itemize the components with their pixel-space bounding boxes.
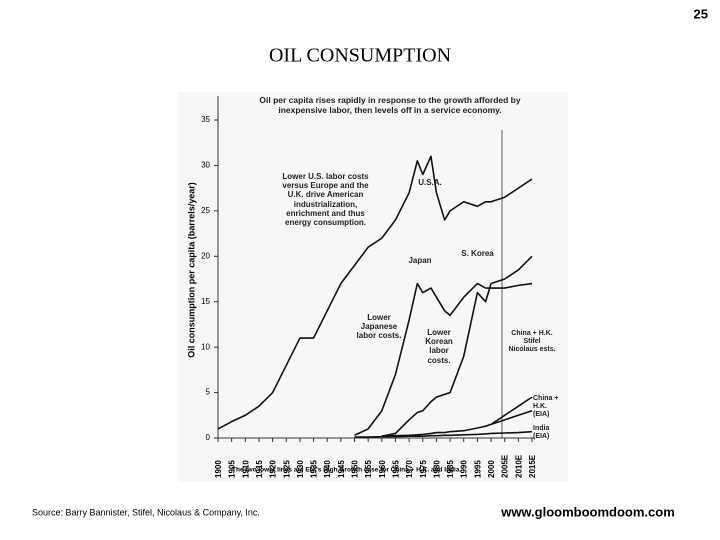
website: www.gloomboomdoom.com <box>500 504 675 519</box>
x-tick-label: 1940 <box>323 460 332 478</box>
x-tick-label: 1905 <box>228 460 237 478</box>
series-line <box>354 430 533 438</box>
y-tick-label: 25 <box>201 206 210 215</box>
slide-title: OIL CONSUMPTION <box>269 45 451 67</box>
series-label: China + H.K. Stifel Nicolaus ests. <box>508 330 556 354</box>
series-line <box>381 255 533 437</box>
series-label: India (EIA) <box>533 425 550 441</box>
x-tick-label: 1955 <box>364 460 373 478</box>
y-tick-label: 20 <box>201 251 210 260</box>
x-tick-label: 2010E <box>514 454 523 478</box>
series-label: China + H.K. (EIA) <box>533 395 559 419</box>
annotation: Lower Japanese labor costs. <box>356 313 402 341</box>
x-tick-label: 1990 <box>460 460 469 478</box>
series-line <box>354 282 533 436</box>
x-tick-label: 1975 <box>419 460 428 478</box>
series-line <box>217 155 533 430</box>
x-tick-label: 1970 <box>405 460 414 478</box>
page-number: 25 <box>694 6 708 21</box>
x-tick-label: 1930 <box>296 460 305 478</box>
x-tick-label: 1915 <box>255 460 264 478</box>
series-line <box>490 396 533 426</box>
annotation: Lower U.S. labor costs versus Europe and… <box>282 172 369 227</box>
x-tick-label: 1965 <box>391 460 400 478</box>
x-tick-label: 1985 <box>446 460 455 478</box>
y-tick-label: 5 <box>206 388 211 397</box>
x-tick-label: 1960 <box>378 460 387 478</box>
y-tick-label: 0 <box>206 433 211 442</box>
x-tick-label: 2000 <box>487 460 496 478</box>
x-tick-label: 1995 <box>473 460 482 478</box>
y-tick-label: 10 <box>201 342 210 351</box>
chart-title: Oil per capita rises rapidly in response… <box>259 95 521 115</box>
x-tick-label: 2005E <box>501 454 510 478</box>
source: Source: Barry Bannister, Stifel, Nicolau… <box>32 507 260 517</box>
x-tick-label: 1925 <box>282 460 291 478</box>
annotation: Lower Korean labor costs. <box>425 328 453 365</box>
x-tick-label: 1920 <box>269 460 278 478</box>
x-tick-label: 1900 <box>214 460 223 478</box>
series-label: U.S.A. <box>418 178 442 187</box>
y-axis-label: Oil consumption per capita (barrels/year… <box>186 182 196 358</box>
series-line <box>381 409 533 437</box>
y-tick-label: 35 <box>201 115 210 124</box>
x-tick-label: 2015E <box>528 454 537 478</box>
x-tick-label: 1910 <box>241 460 250 478</box>
x-tick-label: 1935 <box>310 460 319 478</box>
x-tick-label: 1980 <box>432 460 441 478</box>
y-tick-label: 15 <box>201 297 210 306</box>
series-label: Japan <box>408 256 432 265</box>
series-label: S. Korea <box>461 249 494 258</box>
x-tick-label: 1950 <box>351 460 360 478</box>
footnote: The two lower lines are EIA's High Growt… <box>232 467 461 474</box>
y-tick-label: 30 <box>201 161 210 170</box>
x-tick-label: 1945 <box>337 460 346 478</box>
